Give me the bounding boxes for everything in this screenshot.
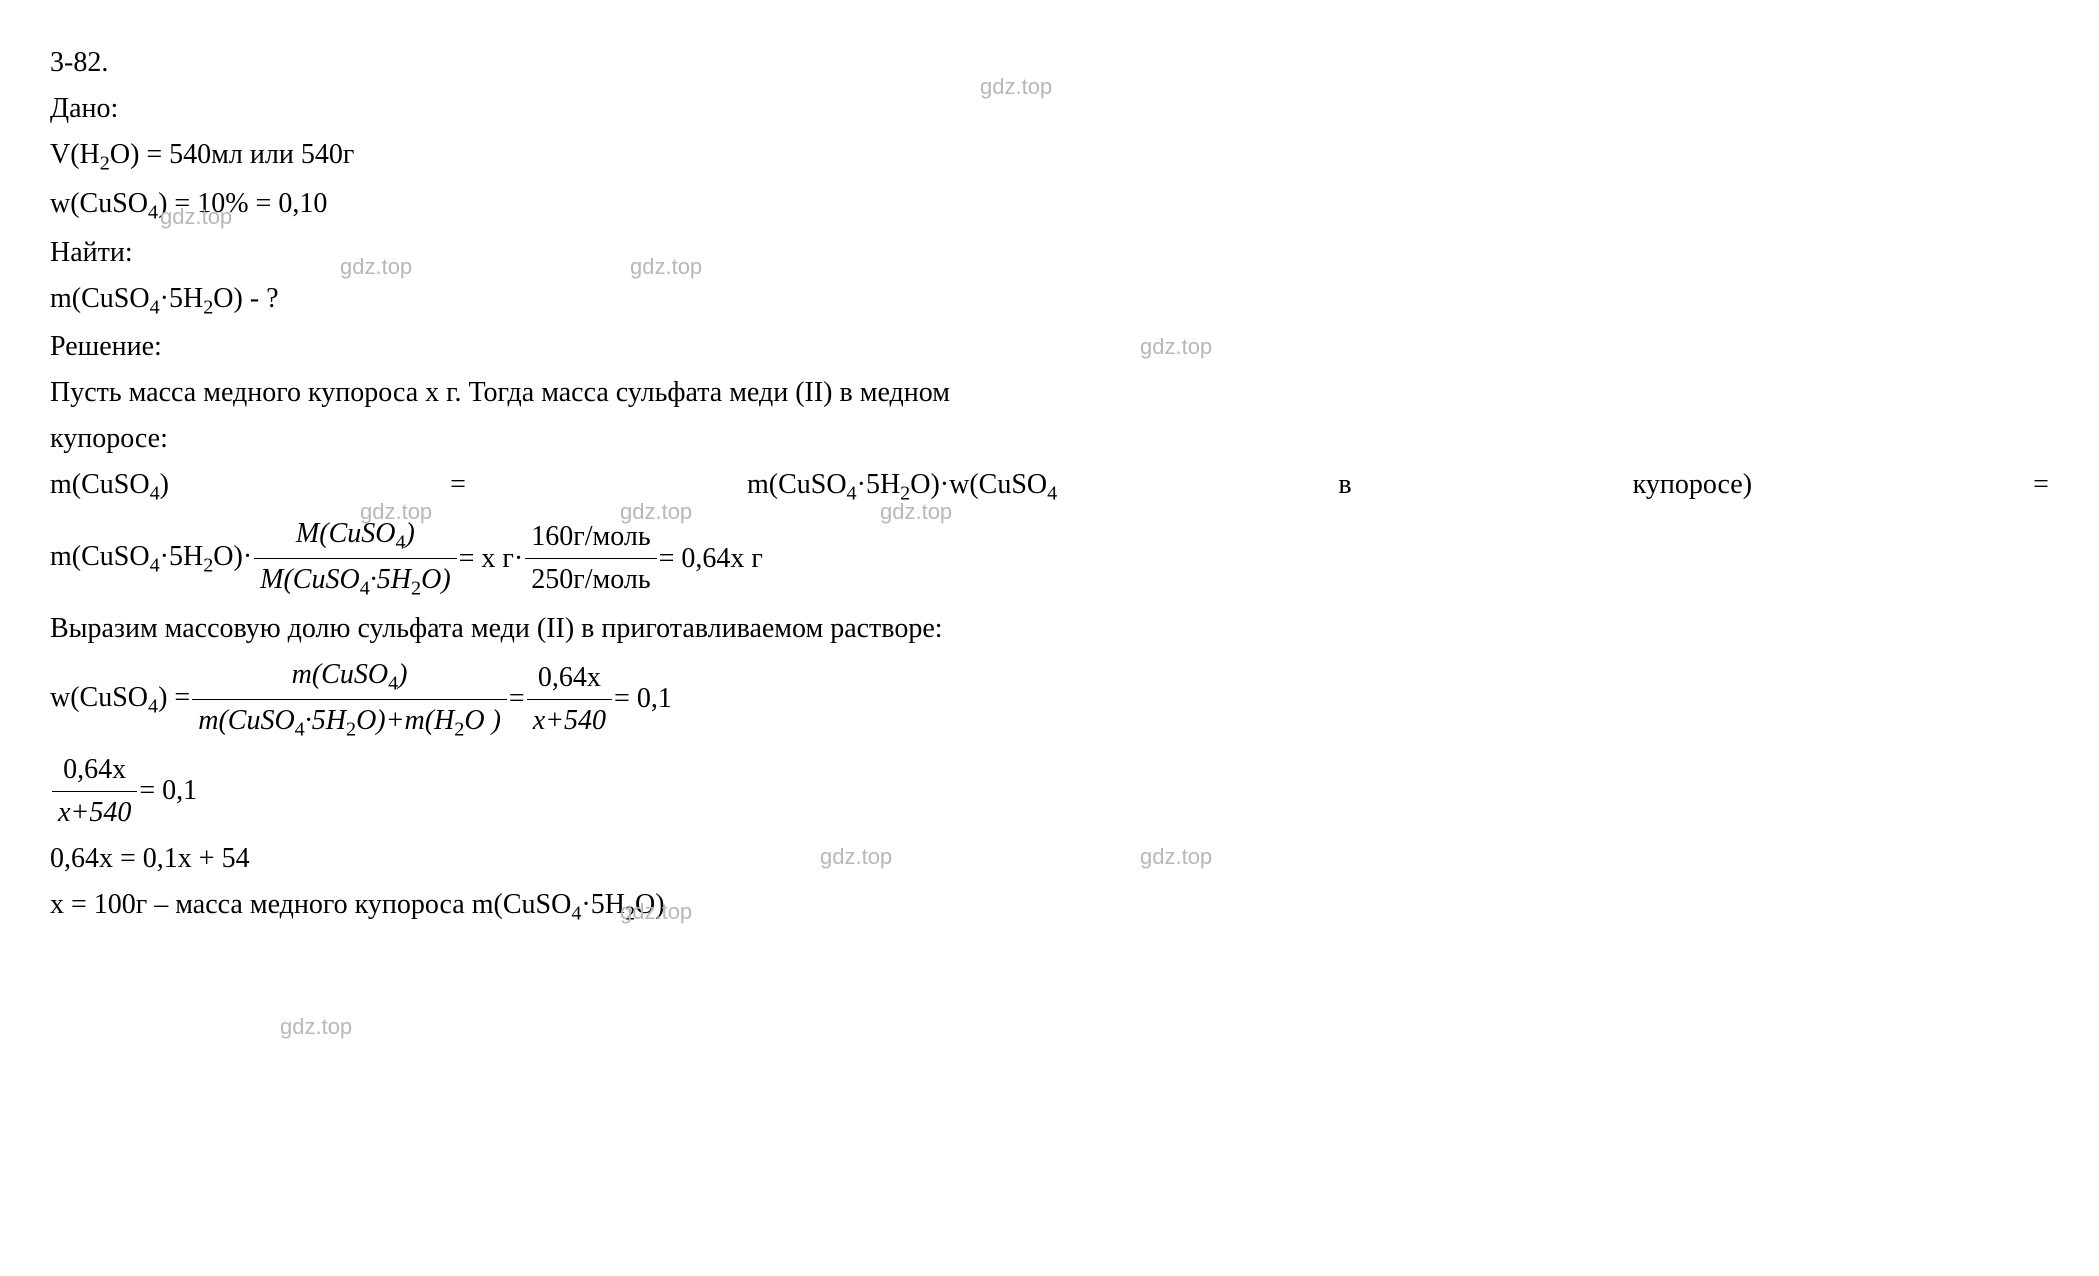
given-label: Дано:: [50, 86, 2049, 132]
numerator: m(CuSO4): [192, 654, 507, 700]
solution-line-9: x = 100г – масса медного купороса m(CuSO…: [50, 882, 2049, 931]
solution-label: Решение:: [50, 324, 2049, 370]
fraction: M(CuSO4) M(CuSO4·5H2O): [254, 513, 456, 604]
watermark: gdz.top: [280, 1010, 352, 1043]
equals: =: [450, 464, 466, 509]
find-label: Найти:: [50, 230, 2049, 276]
text: O): [635, 889, 665, 920]
solution-line-2: купоросе:: [50, 416, 2049, 462]
text: w(CuSO4) =: [50, 677, 190, 722]
text: в: [1338, 464, 1351, 509]
denominator: m(CuSO4·5H2O)+m(H2O ): [192, 700, 507, 745]
solution-line-7: 0,64x x+540 = 0,1: [50, 747, 2049, 836]
subscript: 2: [625, 902, 635, 924]
text: V(H: [50, 139, 100, 170]
text: m(CuSO4·5H2O)·w(CuSO4: [747, 464, 1057, 509]
text: купоросе): [1633, 464, 1752, 509]
denominator: x+540: [52, 792, 137, 834]
denominator: x+540: [527, 700, 612, 742]
subscript: 2: [100, 153, 110, 175]
numerator: 0,64x: [52, 749, 137, 792]
equals: =: [2033, 464, 2049, 509]
text: ) = 10% = 0,10: [158, 188, 327, 219]
solution-line-8: 0,64x = 0,1x + 54: [50, 836, 2049, 882]
solution-line-1: Пусть масса медного купороса x г. Тогда …: [50, 370, 2049, 416]
text: = x г·: [459, 538, 524, 580]
find-line-1: m(CuSO4·5H2O) - ?: [50, 276, 2049, 325]
text: x = 100г – масса медного купороса m(CuSO: [50, 889, 571, 920]
given-line-1: V(H2O) = 540мл или 540г: [50, 132, 2049, 181]
solution-line-6: w(CuSO4) = m(CuSO4) m(CuSO4·5H2O)+m(H2O …: [50, 652, 2049, 747]
subscript: 4: [150, 296, 160, 318]
given-line-2: w(CuSO4) = 10% = 0,10: [50, 181, 2049, 230]
text: ·5H: [160, 283, 204, 314]
subscript: 4: [148, 201, 158, 223]
text: w(CuSO: [50, 188, 148, 219]
subscript: 4: [571, 902, 581, 924]
text: m(CuSO4): [50, 464, 169, 509]
denominator: M(CuSO4·5H2O): [254, 559, 456, 604]
text: m(CuSO4·5H2O)·: [50, 536, 252, 581]
numerator: M(CuSO4): [254, 513, 456, 559]
text: = 0,1: [139, 770, 197, 812]
fraction: 0,64x x+540: [527, 657, 612, 742]
fraction: 160г/моль 250г/моль: [525, 516, 656, 601]
text: =: [509, 678, 525, 720]
text: ·5H: [581, 889, 625, 920]
numerator: 0,64x: [527, 657, 612, 700]
solution-line-5: Выразим массовую долю сульфата меди (II)…: [50, 606, 2049, 652]
fraction: m(CuSO4) m(CuSO4·5H2O)+m(H2O ): [192, 654, 507, 745]
denominator: 250г/моль: [525, 559, 656, 601]
numerator: 160г/моль: [525, 516, 656, 559]
fraction: 0,64x x+540: [52, 749, 137, 834]
text: O) - ?: [213, 283, 278, 314]
solution-line-4: m(CuSO4·5H2O)· M(CuSO4) M(CuSO4·5H2O) = …: [50, 511, 2049, 606]
text: = 0,1: [614, 678, 672, 720]
text: = 0,64x г: [659, 538, 763, 580]
text: O) = 540мл или 540г: [110, 139, 354, 170]
text: m(CuSO: [50, 283, 150, 314]
solution-line-3: m(CuSO4) = m(CuSO4·5H2O)·w(CuSO4 в купор…: [50, 462, 2049, 511]
subscript: 2: [203, 296, 213, 318]
problem-number: 3-82.: [50, 40, 2049, 86]
